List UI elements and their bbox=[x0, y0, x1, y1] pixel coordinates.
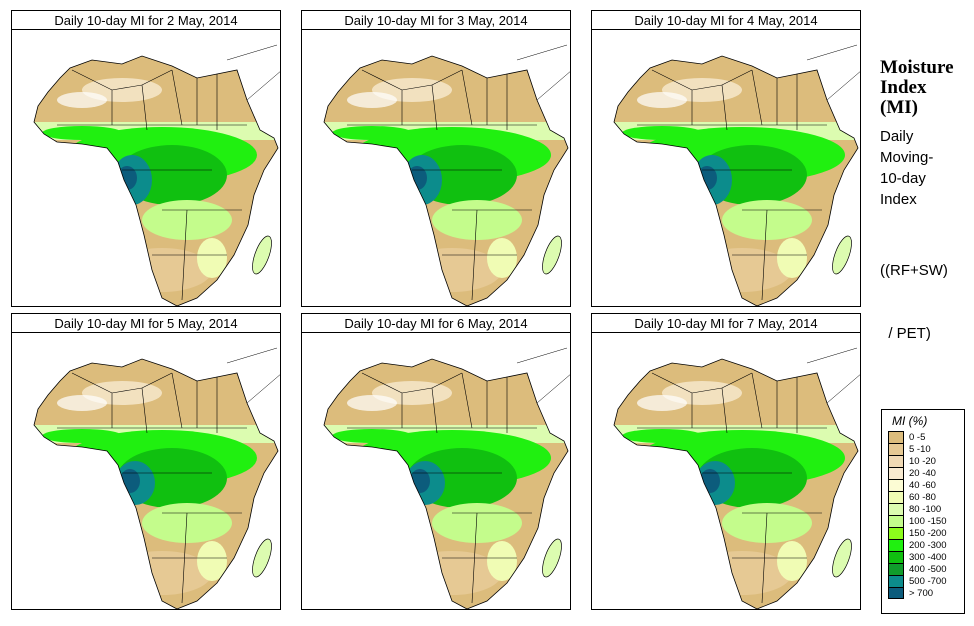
legend-item: 300 -400 bbox=[888, 551, 964, 563]
legend-item: 20 -40 bbox=[888, 467, 964, 479]
country-borders bbox=[57, 347, 280, 604]
madagascar bbox=[252, 538, 272, 578]
map-panel: Daily 10-day MI for 7 May, 2014 bbox=[591, 313, 861, 610]
legend: MI (%) 0 -5 5 -10 10 -20 20 -40 40 -60 60 -80… bbox=[881, 409, 965, 614]
legend-item: 0 -5 bbox=[888, 431, 964, 443]
legend-item: 60 -80 bbox=[888, 491, 964, 503]
legend-swatch bbox=[888, 491, 904, 503]
index-description: Daily Moving- 10-day Index bbox=[880, 126, 970, 210]
legend-swatch bbox=[888, 539, 904, 551]
legend-title: MI (%) bbox=[892, 414, 928, 428]
madagascar bbox=[542, 538, 562, 578]
legend-swatch bbox=[888, 443, 904, 455]
legend-swatch bbox=[888, 575, 904, 587]
africa-map bbox=[11, 30, 281, 307]
legend-swatch bbox=[888, 587, 904, 599]
country-borders bbox=[347, 347, 570, 604]
legend-item: > 700 bbox=[888, 587, 964, 599]
legend-label: 10 -20 bbox=[909, 455, 936, 467]
legend-swatch bbox=[888, 527, 904, 539]
desc-line: Index bbox=[880, 191, 917, 208]
legend-item: 500 -700 bbox=[888, 575, 964, 587]
legend-label: 5 -10 bbox=[909, 443, 931, 455]
legend-swatch bbox=[888, 515, 904, 527]
map-panel: Daily 10-day MI for 3 May, 2014 bbox=[301, 10, 571, 307]
formula-line: ((RF+SW) bbox=[880, 262, 948, 279]
legend-label: 60 -80 bbox=[909, 491, 936, 503]
legend-swatch bbox=[888, 455, 904, 467]
map-panel: Daily 10-day MI for 6 May, 2014 bbox=[301, 313, 571, 610]
legend-swatch bbox=[888, 551, 904, 563]
desc-line: 10-day bbox=[880, 170, 926, 187]
country-borders bbox=[637, 44, 860, 301]
map-panel: Daily 10-day MI for 4 May, 2014 bbox=[591, 10, 861, 307]
africa-map bbox=[301, 30, 571, 307]
formula-line: / PET) bbox=[880, 325, 931, 342]
legend-item: 150 -200 bbox=[888, 527, 964, 539]
legend-label: 20 -40 bbox=[909, 467, 936, 479]
panel-title: Daily 10-day MI for 4 May, 2014 bbox=[591, 10, 861, 30]
moisture-field bbox=[614, 78, 858, 292]
legend-label: 400 -500 bbox=[909, 563, 947, 575]
legend-label: 200 -300 bbox=[909, 539, 947, 551]
map-panel: Daily 10-day MI for 2 May, 2014 bbox=[11, 10, 281, 307]
madagascar bbox=[252, 235, 272, 275]
panel-title: Daily 10-day MI for 6 May, 2014 bbox=[301, 313, 571, 333]
legend-label: 80 -100 bbox=[909, 503, 942, 515]
legend-label: 150 -200 bbox=[909, 527, 947, 539]
title-line: (MI) bbox=[880, 97, 918, 118]
legend-swatch bbox=[888, 563, 904, 575]
legend-item: 200 -300 bbox=[888, 539, 964, 551]
panel-title: Daily 10-day MI for 3 May, 2014 bbox=[301, 10, 571, 30]
country-borders bbox=[637, 347, 860, 604]
legend-item: 100 -150 bbox=[888, 515, 964, 527]
legend-item: 80 -100 bbox=[888, 503, 964, 515]
panel-title: Daily 10-day MI for 5 May, 2014 bbox=[11, 313, 281, 333]
legend-label: 500 -700 bbox=[909, 575, 947, 587]
desc-line: Moving- bbox=[880, 149, 934, 166]
legend-item: 400 -500 bbox=[888, 563, 964, 575]
legend-item: 40 -60 bbox=[888, 479, 964, 491]
legend-label: > 700 bbox=[909, 587, 934, 599]
title-line: Index bbox=[880, 77, 927, 98]
legend-swatch bbox=[888, 479, 904, 491]
figure-title: Moisture Index (MI) bbox=[880, 58, 970, 118]
title-line: Moisture bbox=[880, 57, 954, 78]
desc-line: Daily bbox=[880, 128, 914, 145]
africa-map bbox=[11, 333, 281, 610]
legend-swatch bbox=[888, 431, 904, 443]
index-formula: ((RF+SW) / PET) bbox=[880, 218, 970, 386]
legend-label: 40 -60 bbox=[909, 479, 936, 491]
panel-title: Daily 10-day MI for 7 May, 2014 bbox=[591, 313, 861, 333]
legend-item: 10 -20 bbox=[888, 455, 964, 467]
africa-map bbox=[591, 30, 861, 307]
country-borders bbox=[347, 44, 570, 301]
legend-item: 5 -10 bbox=[888, 443, 964, 455]
map-panel: Daily 10-day MI for 5 May, 2014 bbox=[11, 313, 281, 610]
africa-map bbox=[301, 333, 571, 610]
country-borders bbox=[57, 44, 280, 301]
panel-title: Daily 10-day MI for 2 May, 2014 bbox=[11, 10, 281, 30]
legend-swatch bbox=[888, 503, 904, 515]
madagascar bbox=[832, 538, 852, 578]
madagascar bbox=[542, 235, 562, 275]
legend-label: 100 -150 bbox=[909, 515, 947, 527]
figure-description: Moisture Index (MI) Daily Moving- 10-day… bbox=[880, 58, 970, 386]
legend-swatch bbox=[888, 467, 904, 479]
africa-map bbox=[591, 333, 861, 610]
madagascar bbox=[832, 235, 852, 275]
legend-label: 300 -400 bbox=[909, 551, 947, 563]
legend-label: 0 -5 bbox=[909, 431, 926, 443]
